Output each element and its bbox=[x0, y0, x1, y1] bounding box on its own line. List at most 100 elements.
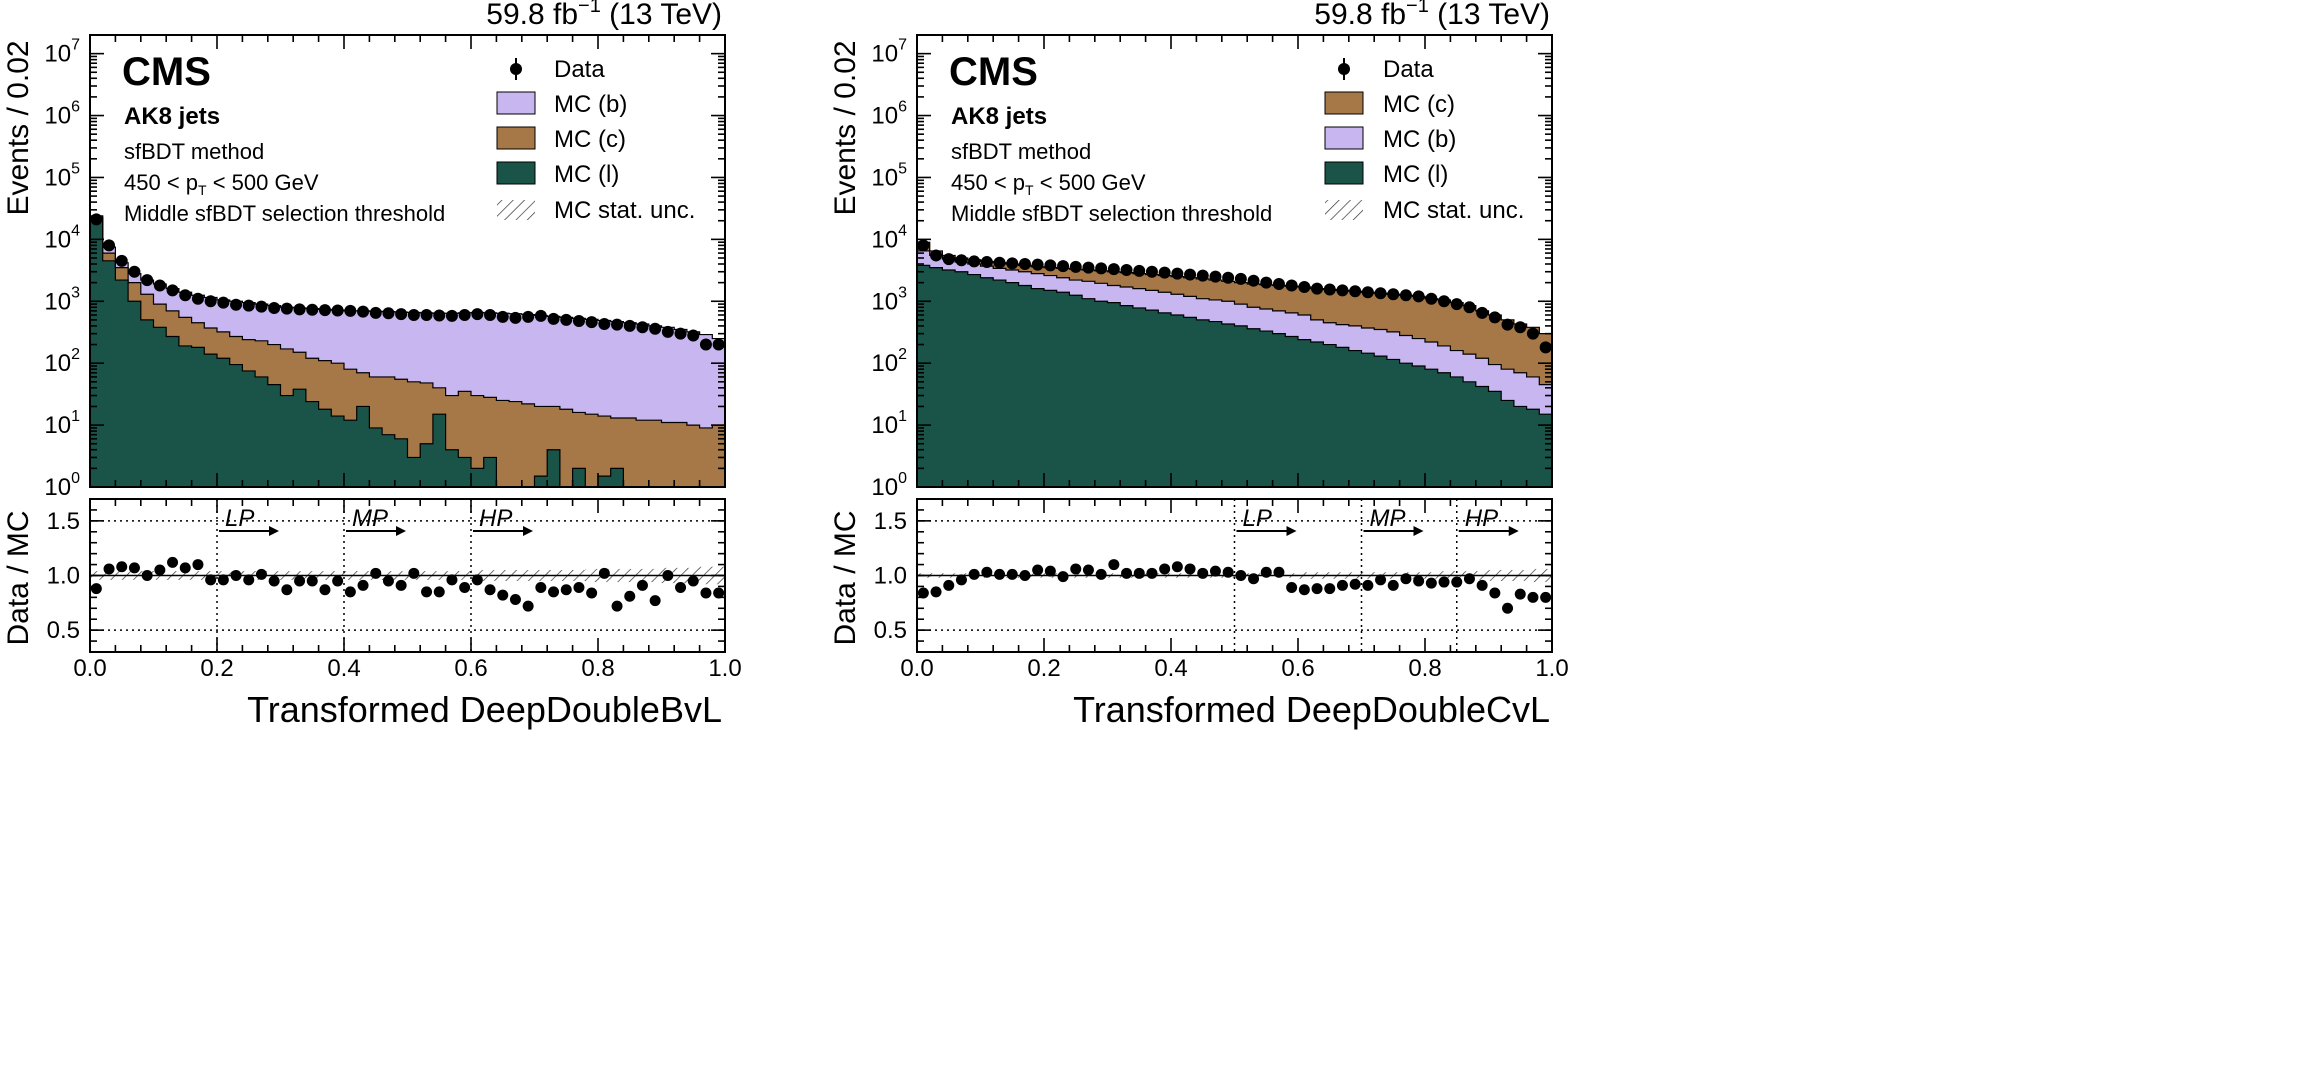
bar-mc-c bbox=[394, 379, 409, 439]
bar-mc-c bbox=[293, 352, 307, 390]
ratio-point bbox=[230, 570, 242, 581]
data-points bbox=[917, 239, 1552, 614]
ratio-point bbox=[649, 595, 661, 607]
legend-label: Data bbox=[1383, 56, 1434, 83]
bar-mc-c bbox=[674, 422, 688, 487]
ratio-point bbox=[294, 575, 306, 587]
data-point bbox=[1031, 258, 1044, 271]
data-point bbox=[1171, 267, 1184, 280]
ratio-point bbox=[281, 584, 293, 596]
bar-mc-c bbox=[1132, 273, 1147, 289]
data-point bbox=[1476, 306, 1489, 319]
bar-mc-l bbox=[1171, 315, 1185, 487]
bar-mc-l bbox=[420, 443, 434, 487]
data-point bbox=[1272, 278, 1285, 291]
x-tick-label: 0.0 bbox=[900, 655, 933, 682]
bar-mc-l bbox=[980, 277, 994, 487]
bar-mc-l bbox=[942, 269, 956, 487]
ratio-tick-label: 1.0 bbox=[47, 563, 80, 590]
bar-mc-b bbox=[1018, 271, 1032, 286]
x-axis-label: Transformed DeepDoubleCvL bbox=[1073, 689, 1550, 730]
y-tick-label: 102 bbox=[44, 346, 80, 377]
bar-mc-l bbox=[1323, 344, 1337, 487]
data-point bbox=[1234, 272, 1247, 285]
data-point bbox=[1222, 271, 1235, 284]
bar-mc-l bbox=[471, 468, 485, 487]
data-point bbox=[1438, 295, 1451, 308]
bar-mc-b bbox=[318, 309, 332, 361]
legend-label: MC stat. unc. bbox=[554, 197, 695, 224]
legend-swatch-mc-c bbox=[496, 126, 536, 150]
ratio-point bbox=[968, 568, 980, 580]
y-tick-label: 100 bbox=[44, 470, 80, 501]
ratio-point bbox=[535, 582, 547, 594]
bar-mc-l bbox=[1209, 321, 1223, 487]
bar-mc-c bbox=[1374, 293, 1388, 330]
bar-mc-b bbox=[648, 325, 663, 421]
x-tick-label: 0.8 bbox=[581, 655, 614, 682]
legend-label: MC (c) bbox=[554, 126, 626, 153]
legend-item-stat-unc: MC stat. unc. bbox=[1325, 197, 1524, 224]
ratio-point bbox=[243, 574, 255, 586]
ratio-point bbox=[624, 590, 636, 602]
legend: Data MC (b) MC (c) MC (l) MC stat. unc. bbox=[496, 56, 695, 224]
ratio-point bbox=[103, 563, 115, 575]
data-point bbox=[1463, 301, 1476, 314]
data-point bbox=[1184, 268, 1197, 281]
bar-mc-l bbox=[369, 427, 383, 487]
y-tick-label: 105 bbox=[44, 160, 80, 191]
data-point bbox=[242, 299, 255, 312]
bar-mc-l bbox=[445, 449, 459, 487]
bar-mc-b bbox=[356, 310, 370, 373]
ratio-point bbox=[713, 587, 725, 599]
legend-label: MC (l) bbox=[1383, 161, 1448, 188]
y-axis-label: Events / 0.02 bbox=[2, 40, 35, 215]
y-tick-label: 106 bbox=[871, 99, 907, 130]
legend-item-mc-l: MC (l) bbox=[496, 161, 619, 188]
ratio-tick-label: 1.5 bbox=[874, 508, 907, 535]
bar-mc-b bbox=[1323, 322, 1337, 345]
data-point bbox=[968, 255, 981, 268]
bar-mc-l bbox=[255, 376, 269, 487]
ratio-point bbox=[1184, 563, 1196, 575]
bar-mc-c bbox=[1196, 278, 1210, 299]
main-frame bbox=[916, 34, 1553, 488]
bar-mc-b bbox=[1361, 328, 1375, 354]
ratio-point bbox=[1019, 570, 1031, 581]
bar-mc-b bbox=[1450, 350, 1464, 377]
data-point bbox=[522, 310, 535, 323]
bar-mc-c bbox=[356, 372, 370, 407]
bar-mc-c bbox=[648, 420, 663, 487]
bar-mc-l bbox=[115, 280, 129, 487]
bar-mc-l bbox=[344, 420, 358, 487]
bar-mc-l bbox=[1513, 406, 1528, 487]
ratio-point bbox=[446, 574, 458, 586]
data-point bbox=[1374, 287, 1387, 300]
data-point bbox=[1057, 260, 1070, 273]
bar-mc-c bbox=[1450, 302, 1464, 351]
ratio-point bbox=[1489, 587, 1501, 599]
y-tick-label: 107 bbox=[44, 37, 80, 68]
ratio-point bbox=[357, 579, 369, 591]
threshold-arrowhead bbox=[523, 526, 533, 536]
bar-mc-b bbox=[267, 305, 282, 345]
bar-mc-b bbox=[1348, 325, 1363, 351]
legend-swatch-mc-l bbox=[496, 161, 536, 185]
bar-mc-c bbox=[496, 400, 510, 487]
bar-mc-c bbox=[1336, 290, 1350, 325]
bar-mc-l bbox=[293, 389, 307, 487]
ratio-point bbox=[662, 570, 674, 581]
ratio-point bbox=[1362, 579, 1374, 591]
bar-mc-l bbox=[1336, 347, 1350, 487]
bar-mc-c bbox=[1475, 310, 1490, 359]
ratio-point bbox=[522, 600, 534, 612]
legend-item-mc-l: MC (l) bbox=[1324, 161, 1448, 188]
bar-mc-c bbox=[102, 253, 116, 261]
ratio-point bbox=[560, 584, 572, 596]
bar-mc-b bbox=[1234, 304, 1248, 326]
bar-mc-l bbox=[1082, 298, 1096, 487]
ratio-point bbox=[154, 564, 166, 576]
data-point bbox=[1260, 276, 1273, 289]
bar-mc-l bbox=[217, 358, 231, 487]
